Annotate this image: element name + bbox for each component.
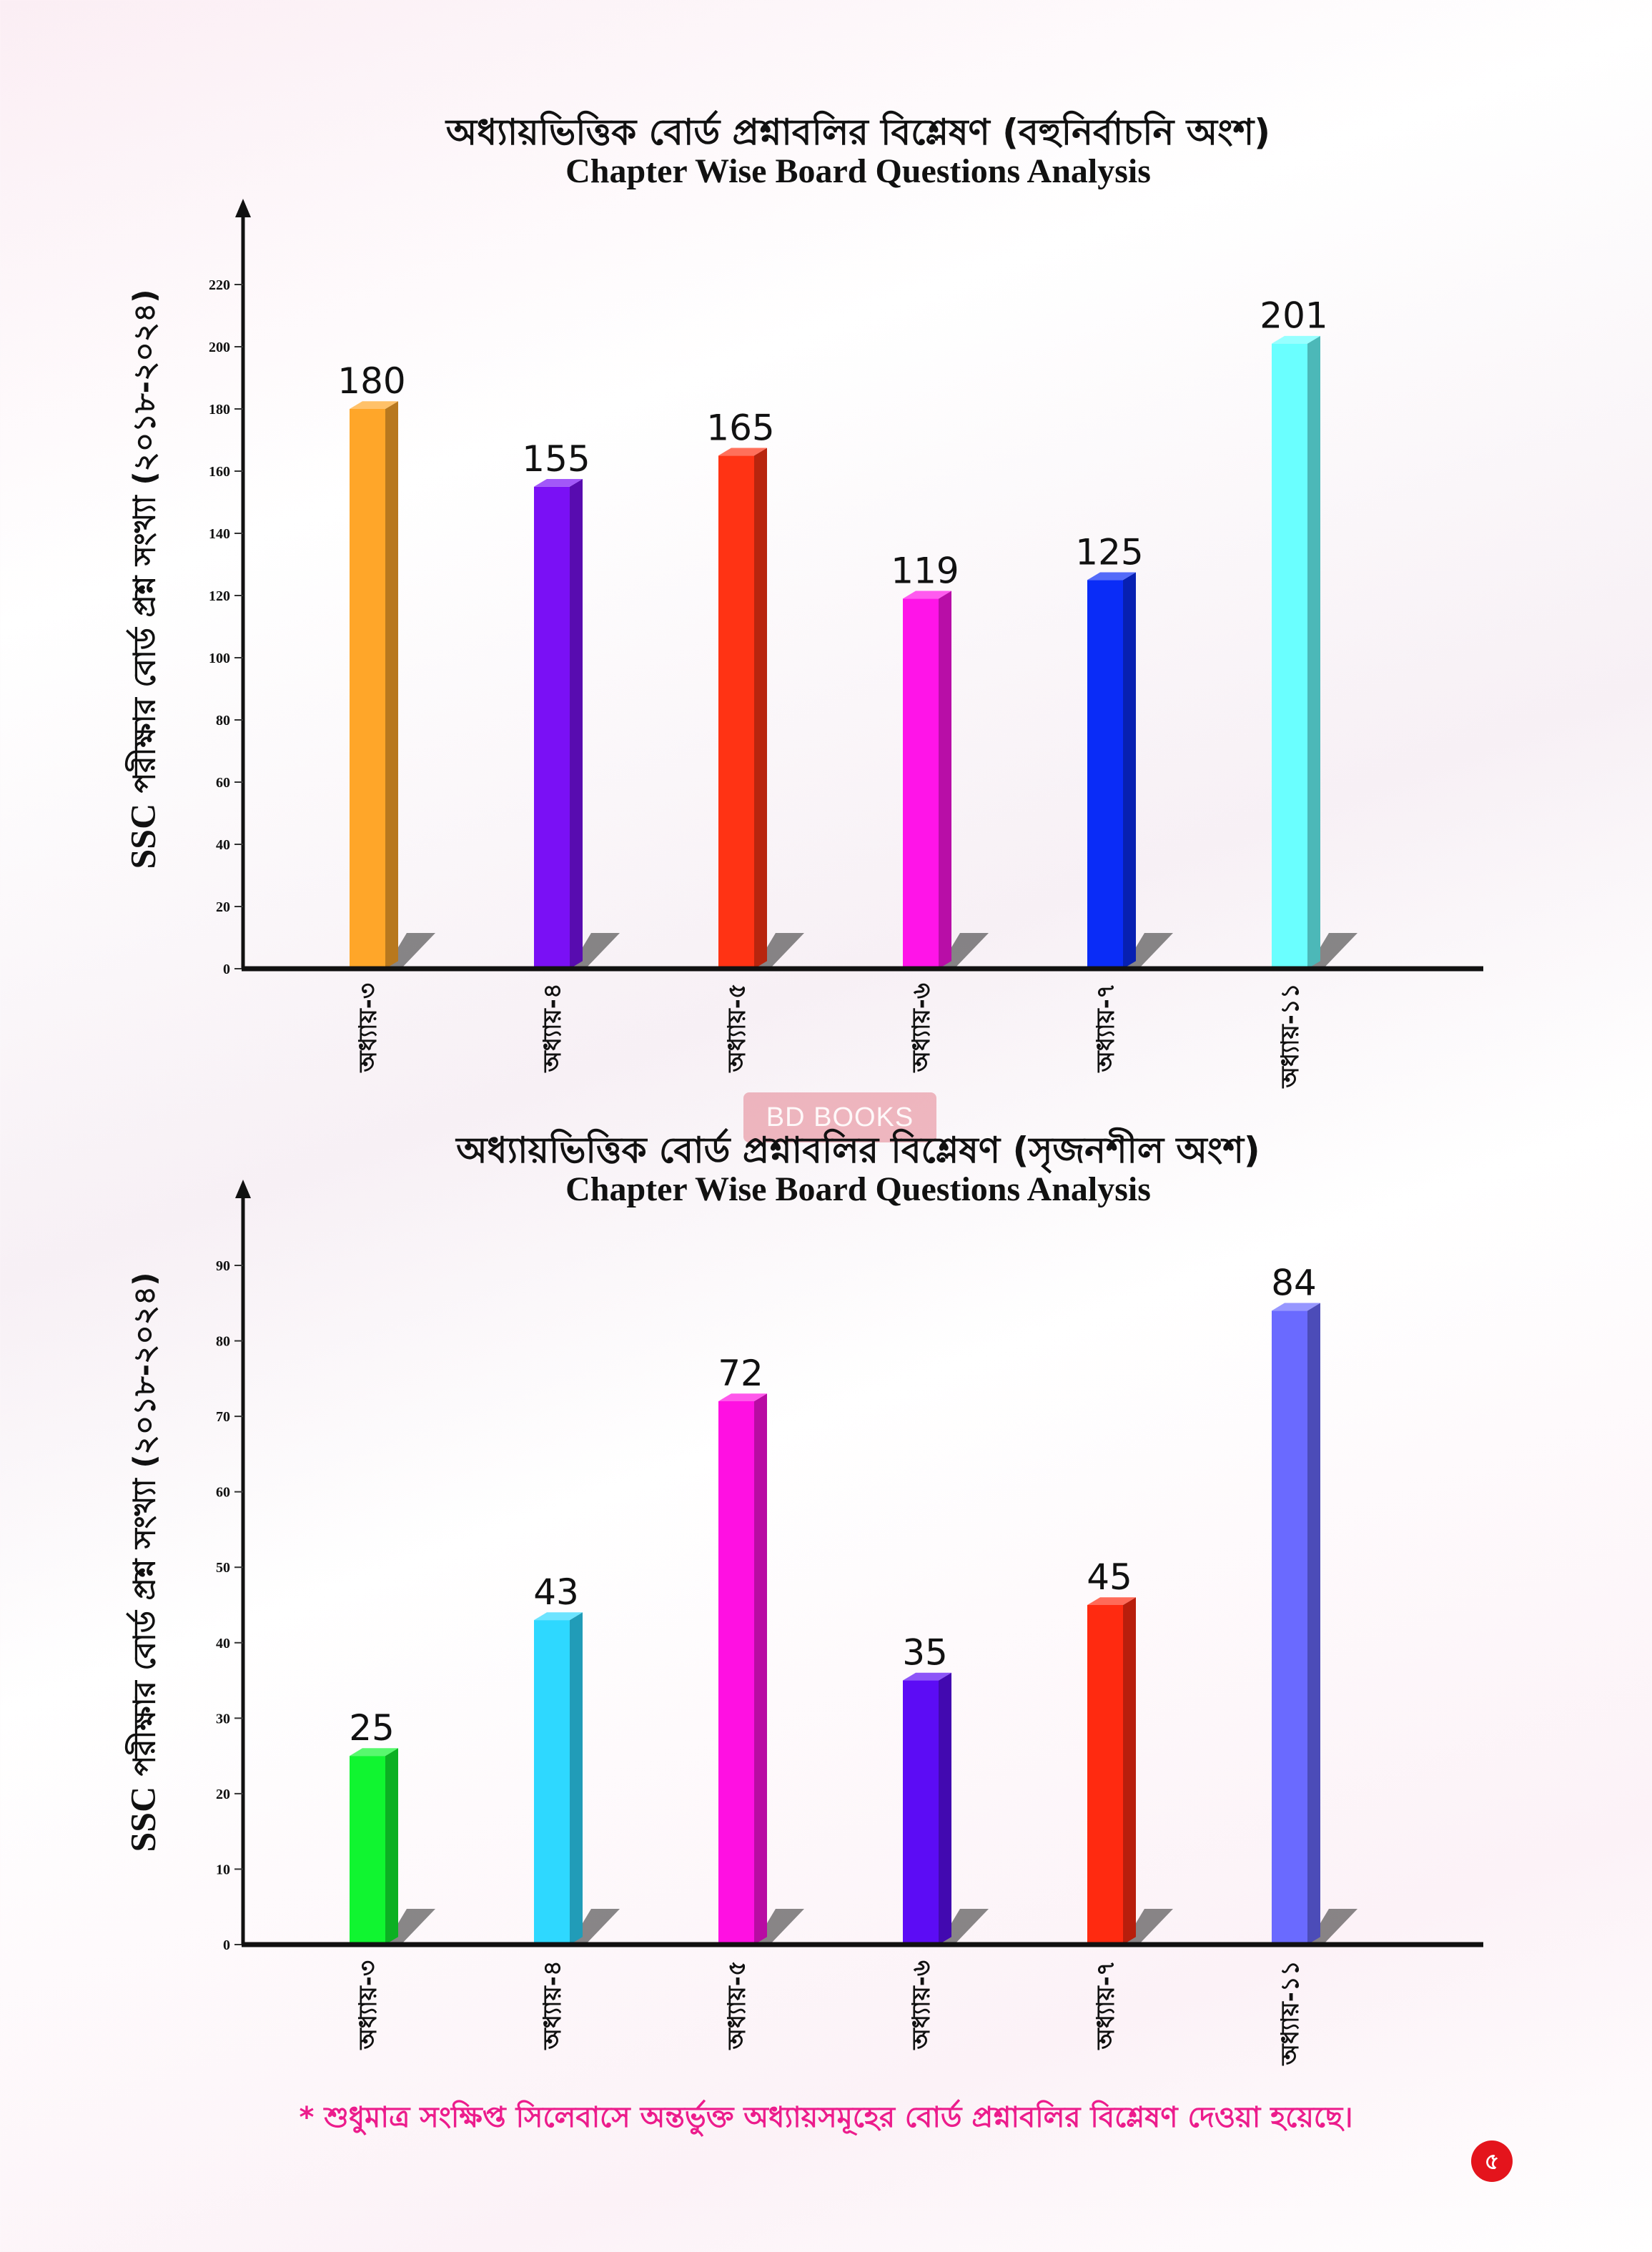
y-axis-arrow-icon [235,199,251,217]
bar [1087,1605,1123,1945]
bar-top [534,478,583,487]
bar-top [1087,572,1136,581]
data-label: 25 [349,1707,395,1749]
x-tick-label: অধ্যায়-৭ [1092,1960,1120,2050]
bar [903,1680,939,1945]
y-tick-label: 80 [216,713,230,729]
x-tick-label: অধ্যায়-৬ [907,1960,936,2050]
bar [718,1401,754,1945]
y-tick-label: 120 [209,588,230,604]
page-number: ৫ [1471,2140,1513,2182]
data-label: 45 [1087,1556,1132,1598]
bar [1087,580,1123,969]
bar-side [385,1748,398,1945]
y-axis-arrow-icon [235,1180,251,1198]
chart-subtitle: Chapter Wise Board Questions Analysis [565,1170,1151,1208]
y-tick-label: 40 [216,1636,230,1651]
bar-side [939,591,951,969]
bar-top [718,448,767,456]
x-tick-label: অধ্যায়-১১ [1276,1960,1305,2066]
footnote: * শুধুমাত্র সংক্ষিপ্ত সিলেবাসে অন্তর্ভুক… [299,2101,1353,2134]
bar-chart-plot: 0 20 40 60 80 100 120 140 160 180 200 220 180 অধ্যায়… [209,199,1483,1089]
data-label: 84 [1271,1262,1317,1303]
x-tick-label: অধ্যায়-৪ [538,983,567,1072]
bar-chart-plot: 0 10 20 30 40 50 60 70 80 90 25 অধ্যায়-৩ 43 অধ্যায়-… [216,1180,1483,2066]
y-tick-label: 200 [209,340,230,355]
data-label: 155 [522,438,590,480]
x-tick-label: অধ্যায়-৫ [723,1960,751,2050]
bar-top [1087,1597,1136,1605]
y-tick-label: 40 [216,837,230,853]
bar-side [385,401,398,969]
x-tick-label: অধ্যায়-৬ [907,983,936,1072]
bar [903,598,939,969]
data-label: 43 [533,1571,579,1613]
y-tick-label: 180 [209,402,230,418]
y-tick-label: 20 [216,1787,230,1802]
data-label: 165 [706,407,774,448]
y-tick-label: 160 [209,464,230,480]
chart-title: অধ্যায়ভিত্তিক বোর্ড প্রশ্নাবলির বিশ্লেষ… [445,112,1271,153]
y-tick-label: 220 [209,277,230,293]
bar-top [1272,1303,1320,1311]
data-label: 119 [891,550,959,591]
bar [534,1620,570,1945]
y-tick-label: 140 [209,526,230,542]
y-tick-label: 30 [216,1711,230,1727]
y-tick-label: 0 [223,962,230,977]
bar-top [903,591,951,599]
x-tick-label: অধ্যায়-৫ [723,983,751,1072]
chart-subtitle: Chapter Wise Board Questions Analysis [565,152,1151,190]
bar-top [718,1393,767,1401]
bar-top [903,1672,951,1681]
y-tick-label: 60 [216,775,230,791]
bar-side [570,478,583,969]
data-label: 180 [337,360,405,402]
bar-side [939,1672,951,1945]
bar-top [1272,335,1320,344]
chart-title: অধ্যায়ভিত্তিক বোর্ড প্রশ্নাবলির বিশ্লেষ… [456,1130,1260,1171]
y-tick-label: 70 [216,1409,230,1425]
watermark-logo: BD BOOKS [743,1092,936,1142]
y-tick-label: 20 [216,899,230,915]
bar-side [1123,572,1136,969]
bar [350,1756,385,1945]
data-label: 125 [1075,531,1143,573]
x-tick-label: অধ্যায়-৩ [354,1960,382,2050]
y-tick-label: 60 [216,1485,230,1501]
x-tick-label: অধ্যায়-৩ [354,983,382,1072]
y-tick-label: 10 [216,1862,230,1877]
data-label: 72 [718,1353,763,1394]
bar-side [1307,335,1320,969]
bar-side [1307,1303,1320,1945]
bar [534,486,570,969]
y-tick-label: 0 [223,1937,230,1953]
x-tick-label: অধ্যায়-৪ [538,1960,567,2050]
data-label: 201 [1260,295,1327,337]
y-tick-label: 80 [216,1334,230,1350]
bar-side [754,1393,767,1945]
bar [1272,343,1307,969]
bar-side [570,1612,583,1945]
bar-top [350,1748,398,1757]
x-tick-label: অধ্যায়-১১ [1276,983,1305,1089]
bar [350,409,385,969]
bar-side [754,448,767,969]
bar [1272,1310,1307,1945]
bar-side [1123,1597,1136,1945]
bar-top [534,1612,583,1621]
data-label: 35 [902,1632,948,1674]
bar [718,455,754,969]
x-tick-label: অধ্যায়-৭ [1092,983,1120,1072]
bar-top [350,401,398,409]
y-tick-label: 100 [209,651,230,666]
y-tick-label: 90 [216,1258,230,1274]
y-tick-label: 50 [216,1560,230,1576]
